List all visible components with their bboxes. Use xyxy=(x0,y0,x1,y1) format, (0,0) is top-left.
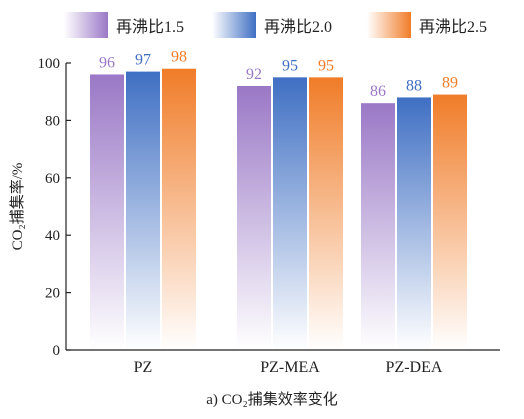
chart-caption: a) CO₂捕集效率变化 xyxy=(206,391,337,408)
bar xyxy=(90,74,124,350)
data-label: 92 xyxy=(246,66,262,83)
legend-swatch xyxy=(64,12,108,38)
y-axis-label: CO₂捕集率/% xyxy=(9,163,26,251)
bar xyxy=(126,71,160,351)
y-tick-label: 100 xyxy=(38,56,61,72)
data-label: 98 xyxy=(171,49,187,66)
data-label: 89 xyxy=(442,75,458,92)
y-tick-label: 80 xyxy=(45,113,60,129)
bar xyxy=(273,77,307,350)
x-tick-label: PZ xyxy=(134,359,153,376)
x-tick-label: PZ-MEA xyxy=(260,359,320,376)
data-label: 86 xyxy=(370,83,386,100)
y-tick-label: 40 xyxy=(45,228,60,244)
data-label: 95 xyxy=(318,57,334,74)
data-label: 97 xyxy=(135,52,151,69)
y-tick-label: 0 xyxy=(53,343,61,359)
x-tick-label: PZ-DEA xyxy=(386,359,443,376)
data-label: 95 xyxy=(282,57,298,74)
y-tick-label: 20 xyxy=(45,286,60,302)
legend-label: 再沸比2.5 xyxy=(419,18,487,36)
bar xyxy=(361,103,395,351)
legend: 再沸比1.5 再沸比2.0 再沸比2.5 xyxy=(64,12,487,38)
plot-area: 96 97 98 PZ 92 95 95 PZ-MEA 86 88 89 PZ-DEA 0 20 40 60 8… xyxy=(38,49,500,376)
y-tick-label: 60 xyxy=(45,171,60,187)
bar xyxy=(397,97,431,350)
bar xyxy=(433,94,467,350)
data-label: 96 xyxy=(99,54,115,71)
bar xyxy=(309,77,343,350)
legend-label: 再沸比1.5 xyxy=(116,18,184,36)
legend-swatch xyxy=(212,12,256,38)
bar xyxy=(237,85,271,351)
legend-swatch xyxy=(367,12,411,38)
bar xyxy=(162,68,196,351)
legend-label: 再沸比2.0 xyxy=(264,18,332,36)
data-label: 88 xyxy=(406,77,422,94)
